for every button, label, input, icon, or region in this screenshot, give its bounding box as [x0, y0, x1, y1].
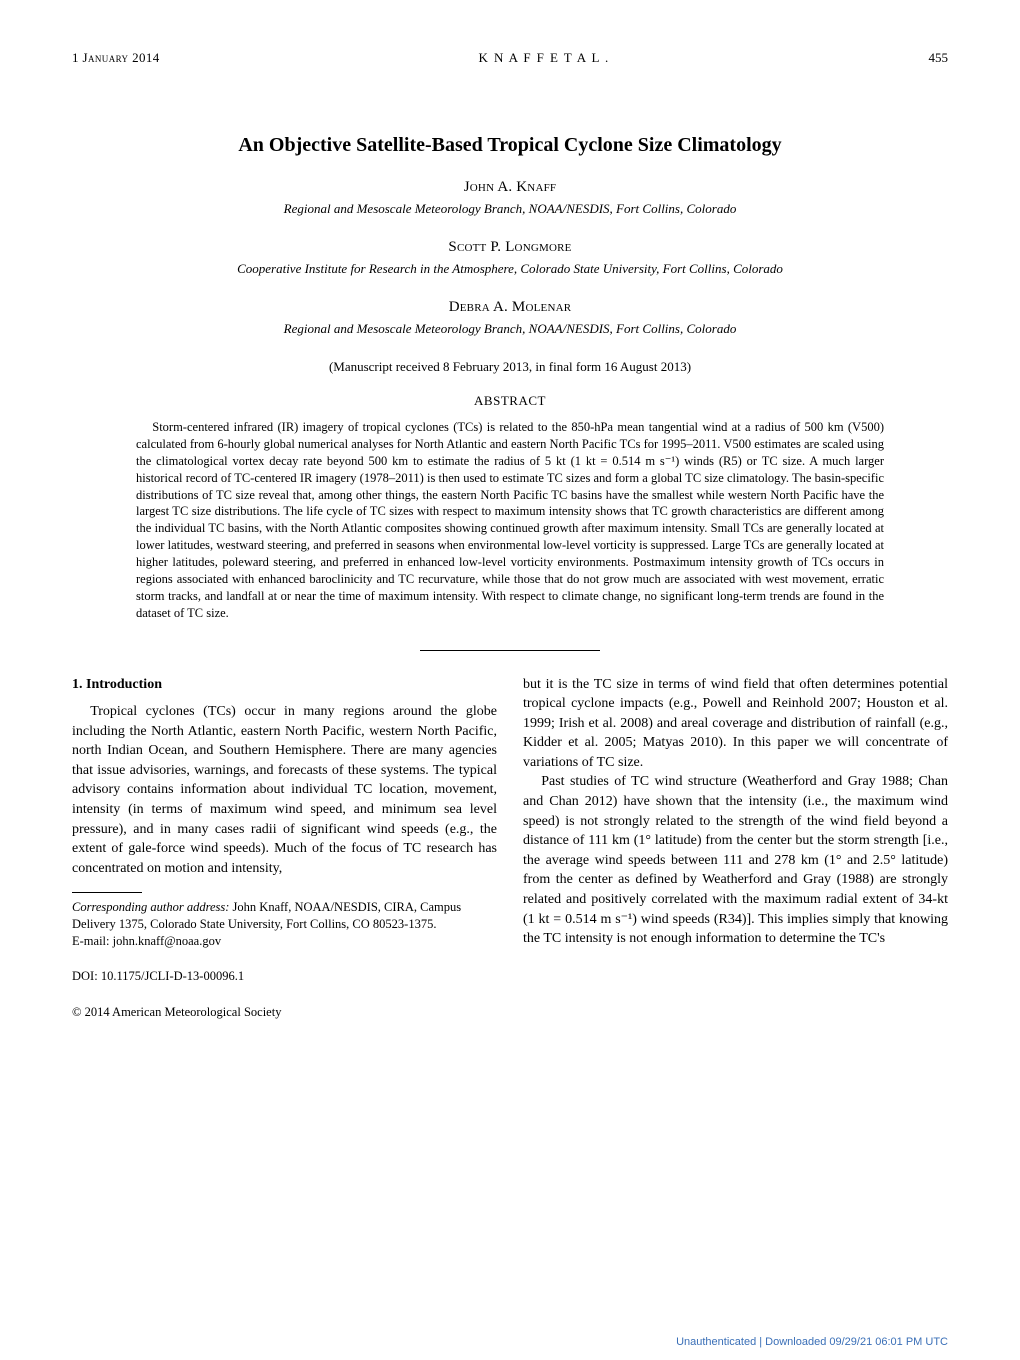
article-title: An Objective Satellite-Based Tropical Cy… — [72, 134, 948, 157]
horizontal-rule — [420, 650, 600, 651]
author-affiliation-1: Regional and Mesoscale Meteorology Branc… — [72, 201, 948, 217]
footnote-email: E-mail: john.knaff@noaa.gov — [72, 933, 497, 950]
manuscript-received: (Manuscript received 8 February 2013, in… — [72, 359, 948, 375]
abstract-heading: ABSTRACT — [72, 393, 948, 409]
author-name-1: John A. Knaff — [72, 179, 948, 196]
right-column: but it is the TC size in terms of wind f… — [523, 675, 948, 1022]
doi-line: DOI: 10.1175/JCLI-D-13-00096.1 — [72, 968, 497, 986]
author-name-3: Debra A. Molenar — [72, 299, 948, 316]
author-name-2: Scott P. Longmore — [72, 239, 948, 256]
author-affiliation-3: Regional and Mesoscale Meteorology Branc… — [72, 321, 948, 337]
left-column: 1. Introduction Tropical cyclones (TCs) … — [72, 675, 497, 1022]
section-heading-introduction: 1. Introduction — [72, 675, 497, 695]
footnote-label: Corresponding author address: — [72, 900, 229, 914]
header-authors-running: K N A F F E T A L . — [160, 50, 929, 66]
abstract-text: Storm-centered infrared (IR) imagery of … — [136, 419, 884, 622]
download-watermark: Unauthenticated | Downloaded 09/29/21 06… — [676, 1336, 948, 1348]
body-paragraph: but it is the TC size in terms of wind f… — [523, 675, 948, 773]
page: 1 January 2014 K N A F F E T A L . 455 A… — [0, 0, 1020, 1360]
author-affiliation-2: Cooperative Institute for Research in th… — [72, 261, 948, 277]
copyright-line: © 2014 American Meteorological Society — [72, 1004, 497, 1022]
footnote-rule — [72, 892, 142, 893]
header-date: 1 January 2014 — [72, 50, 160, 66]
body-paragraph: Past studies of TC wind structure (Weath… — [523, 772, 948, 948]
body-columns: 1. Introduction Tropical cyclones (TCs) … — [72, 675, 948, 1022]
header-page-number: 455 — [929, 50, 949, 66]
corresponding-author-footnote: Corresponding author address: John Knaff… — [72, 899, 497, 950]
running-header: 1 January 2014 K N A F F E T A L . 455 — [72, 50, 948, 66]
body-paragraph: Tropical cyclones (TCs) occur in many re… — [72, 702, 497, 878]
